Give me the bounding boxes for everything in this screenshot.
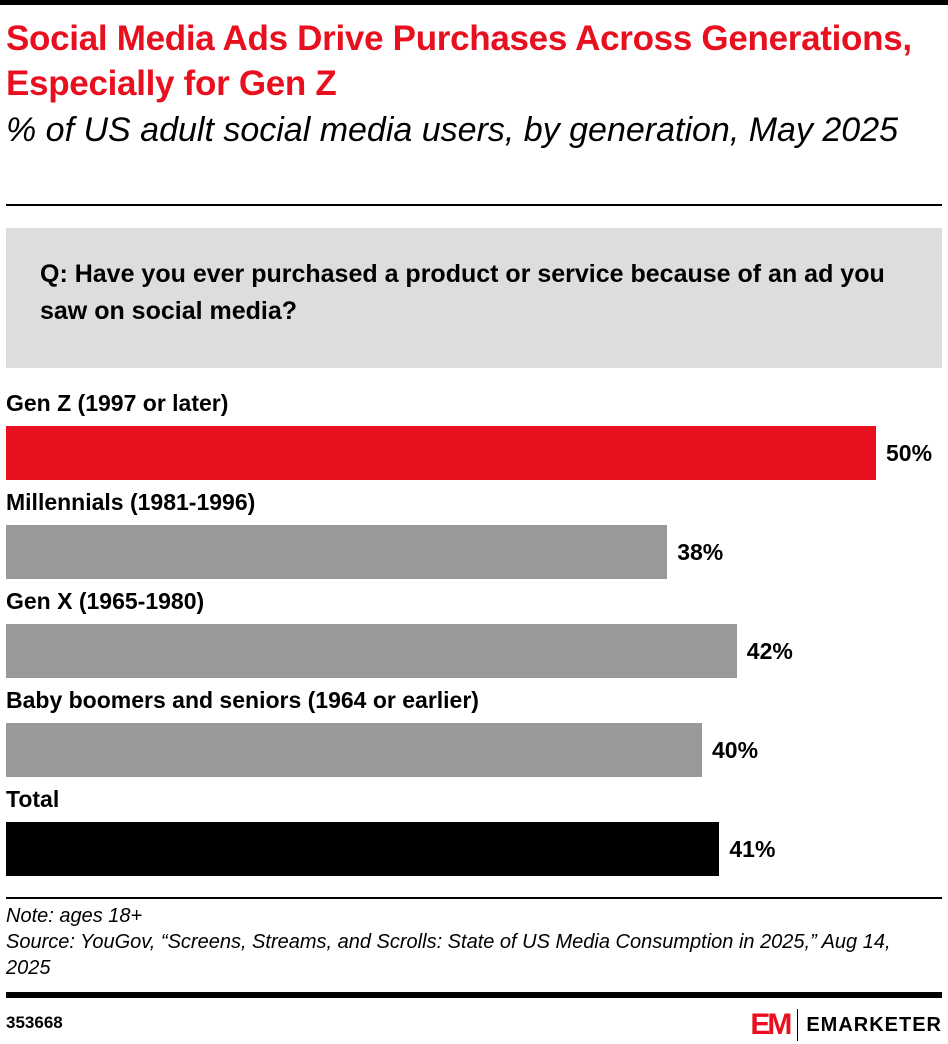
note-text: Note: ages 18+ [6, 905, 143, 927]
notes: Note: ages 18+ Source: YouGov, “Screens,… [6, 903, 936, 981]
category-label: Total [6, 786, 60, 812]
bar [6, 525, 668, 579]
category-label: Millennials (1981-1996) [6, 489, 256, 515]
data-label: 40% [712, 737, 759, 763]
top-rule [0, 0, 948, 5]
question-text: Q: Have you ever purchased a product or … [40, 260, 885, 325]
chart-subtitle: % of US adult social media users, by gen… [6, 111, 899, 149]
logo-mark: EM [750, 1008, 792, 1041]
logo-separator [797, 1009, 799, 1041]
emarketer-logo: EM EMARKETER [750, 1008, 942, 1042]
bar [6, 426, 876, 480]
divider [6, 897, 942, 899]
data-label: 42% [746, 638, 793, 664]
logo-text: EMARKETER [806, 1013, 942, 1036]
chart-title: Social Media Ads Drive Purchases Across … [6, 19, 912, 103]
data-label: 50% [886, 440, 933, 466]
bar [6, 624, 737, 678]
data-label: 38% [677, 539, 724, 565]
data-label: 41% [729, 836, 776, 862]
question-box: Q: Have you ever purchased a product or … [6, 228, 942, 368]
bar [6, 822, 720, 876]
source-text: Source: YouGov, “Screens, Streams, and S… [6, 931, 891, 979]
chart-id: 353668 [6, 1013, 63, 1032]
bar [6, 723, 702, 777]
divider [6, 204, 942, 206]
category-label: Gen Z (1997 or later) [6, 390, 229, 416]
bottom-rule [6, 992, 942, 998]
category-label: Baby boomers and seniors (1964 or earlie… [6, 687, 479, 713]
category-label: Gen X (1965-1980) [6, 588, 205, 614]
